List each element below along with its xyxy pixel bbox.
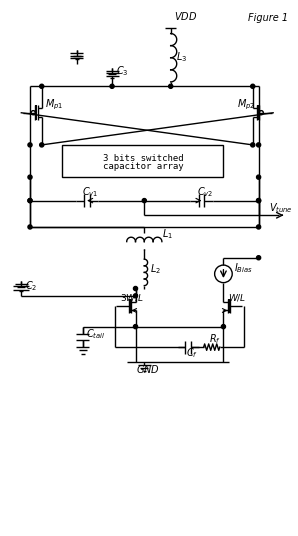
Circle shape xyxy=(169,84,173,88)
Bar xyxy=(62,145,224,177)
Circle shape xyxy=(110,84,114,88)
Text: $R_f$: $R_f$ xyxy=(209,332,221,346)
Circle shape xyxy=(251,143,255,147)
Text: $M_{p2}$: $M_{p2}$ xyxy=(237,97,255,111)
Circle shape xyxy=(28,225,32,229)
Text: $V_{tune}$: $V_{tune}$ xyxy=(269,201,293,214)
Circle shape xyxy=(28,143,32,147)
Circle shape xyxy=(134,325,138,329)
Text: $L_3$: $L_3$ xyxy=(176,50,187,64)
Text: $C_{v1}$: $C_{v1}$ xyxy=(82,185,98,199)
Circle shape xyxy=(221,325,226,329)
Text: $C_3$: $C_3$ xyxy=(116,64,128,78)
Text: $3W / L$: $3W / L$ xyxy=(120,292,145,303)
Text: $C_f$: $C_f$ xyxy=(186,346,198,360)
Text: $L_2$: $L_2$ xyxy=(150,263,161,276)
Text: $GND$: $GND$ xyxy=(136,363,159,375)
Text: $C_{v2}$: $C_{v2}$ xyxy=(197,185,213,199)
Text: 3 bits switched: 3 bits switched xyxy=(103,154,183,162)
Circle shape xyxy=(257,198,261,203)
Text: $C_2$: $C_2$ xyxy=(25,279,37,293)
Circle shape xyxy=(28,175,32,179)
Circle shape xyxy=(134,286,138,291)
Text: $W / L$: $W / L$ xyxy=(228,292,246,303)
Circle shape xyxy=(257,143,261,147)
Text: capacitor array: capacitor array xyxy=(103,162,183,171)
Circle shape xyxy=(28,198,32,203)
Text: $VDD$: $VDD$ xyxy=(174,10,197,23)
Text: Figure 1: Figure 1 xyxy=(248,13,288,23)
Circle shape xyxy=(40,84,44,88)
Text: $I_{Bias}$: $I_{Bias}$ xyxy=(234,261,253,275)
Circle shape xyxy=(134,294,138,298)
Circle shape xyxy=(257,198,261,203)
Circle shape xyxy=(40,143,44,147)
Text: $M_{p1}$: $M_{p1}$ xyxy=(45,97,63,111)
Circle shape xyxy=(251,84,255,88)
Circle shape xyxy=(142,198,146,203)
Text: $L_1$: $L_1$ xyxy=(162,227,173,241)
Circle shape xyxy=(257,175,261,179)
Circle shape xyxy=(257,225,261,229)
Circle shape xyxy=(257,256,261,260)
Text: $C_{tail}$: $C_{tail}$ xyxy=(86,327,105,341)
Circle shape xyxy=(28,198,32,203)
